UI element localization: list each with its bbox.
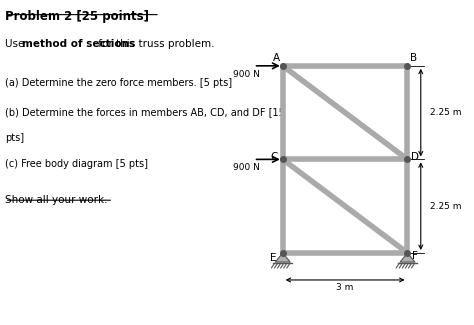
- Text: (a) Determine the zero force members. [5 pts]: (a) Determine the zero force members. [5…: [5, 78, 232, 88]
- Text: F: F: [412, 251, 418, 261]
- Text: for this truss problem.: for this truss problem.: [95, 39, 214, 49]
- Text: Show all your work.: Show all your work.: [5, 195, 107, 205]
- Text: 900 N: 900 N: [233, 163, 260, 172]
- Polygon shape: [400, 253, 415, 262]
- Text: 2.25 m: 2.25 m: [430, 108, 462, 117]
- Text: Use: Use: [5, 39, 27, 49]
- Text: 900 N: 900 N: [233, 70, 260, 79]
- Text: A: A: [273, 53, 280, 63]
- Text: method of sections: method of sections: [22, 39, 136, 49]
- Text: B: B: [410, 53, 417, 63]
- Text: E: E: [270, 253, 277, 263]
- Text: (c) Free body diagram [5 pts]: (c) Free body diagram [5 pts]: [5, 159, 148, 169]
- Text: C: C: [270, 152, 277, 162]
- Text: 2.25 m: 2.25 m: [430, 202, 462, 211]
- Text: 3 m: 3 m: [337, 282, 354, 292]
- Text: (b) Determine the forces in members AB, CD, and DF [15: (b) Determine the forces in members AB, …: [5, 107, 284, 117]
- Polygon shape: [275, 253, 290, 262]
- Text: D: D: [411, 152, 419, 162]
- Text: pts]: pts]: [5, 133, 24, 143]
- Text: Problem 2 [25 points]: Problem 2 [25 points]: [5, 10, 149, 23]
